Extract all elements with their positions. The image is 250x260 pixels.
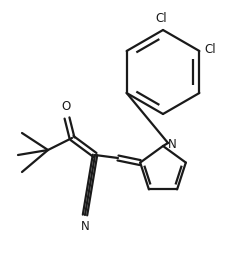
Text: N: N xyxy=(81,220,90,233)
Text: Cl: Cl xyxy=(204,42,216,55)
Text: O: O xyxy=(62,100,71,113)
Text: Cl: Cl xyxy=(155,12,167,25)
Text: N: N xyxy=(168,138,177,151)
